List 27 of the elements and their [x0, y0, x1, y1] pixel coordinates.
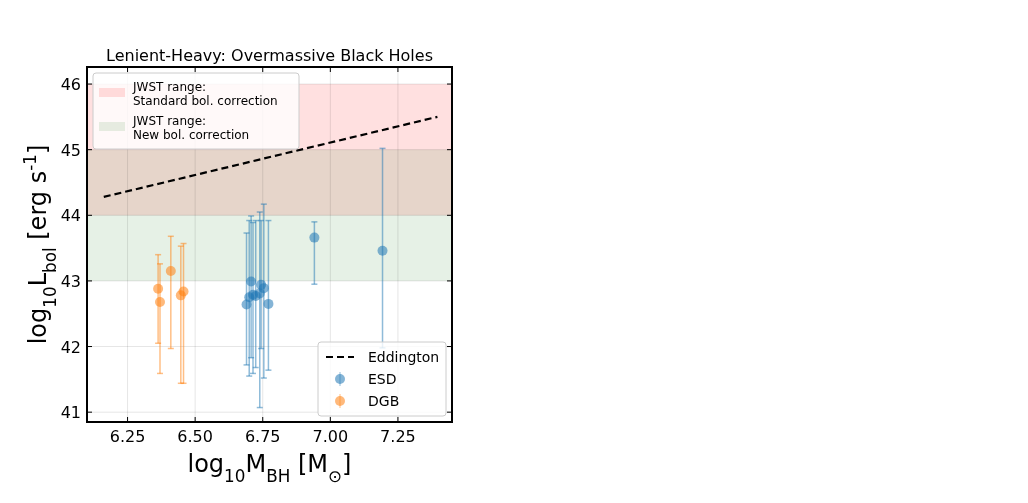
legend-label: ESD	[368, 371, 397, 387]
point	[155, 296, 165, 307]
point	[377, 245, 388, 256]
point	[263, 298, 274, 309]
point	[153, 283, 164, 294]
point	[165, 266, 176, 277]
x-axis-title: log$_{10}$M$_{BH}$ [M$_{⊙}$]	[187, 450, 352, 486]
point	[178, 286, 189, 297]
y-tick-label: 41	[60, 403, 81, 423]
legend-label: DGB	[368, 393, 400, 409]
y-tick-label: 43	[60, 271, 81, 291]
chart-title: Lenient-Heavy: Overmassive Black Holes	[106, 46, 433, 65]
legend-label: JWST range: New bol. correction	[132, 114, 250, 142]
y-tick-label: 46	[60, 75, 81, 95]
x-tick-label: 6.25	[109, 427, 146, 446]
point	[258, 283, 269, 294]
legend-label: Eddington	[368, 349, 440, 365]
point	[246, 276, 257, 287]
y-tick-label: 42	[60, 337, 81, 357]
x-tick-label: 6.75	[244, 427, 281, 446]
band-label: JWST range: Standard bol. correction	[132, 80, 278, 108]
y-tick-label: 44	[60, 206, 81, 226]
y-tick-label: 45	[60, 140, 81, 160]
point	[309, 232, 320, 243]
x-tick-label: 6.50	[177, 427, 213, 446]
x-tick-label: 7.25	[380, 427, 416, 446]
x-tick-label: 7.00	[312, 427, 349, 446]
